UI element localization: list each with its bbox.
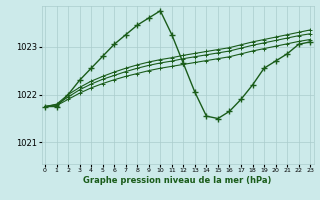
X-axis label: Graphe pression niveau de la mer (hPa): Graphe pression niveau de la mer (hPa) xyxy=(84,176,272,185)
